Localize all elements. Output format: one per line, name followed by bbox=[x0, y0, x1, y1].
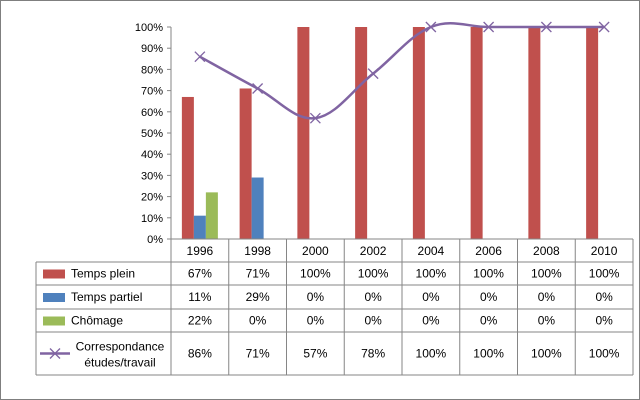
x-marker-stroke bbox=[194, 51, 206, 63]
data-label-temps-plein-2000: 100% bbox=[300, 267, 331, 281]
x-marker-stroke bbox=[483, 21, 495, 33]
data-label-temps-plein-2008: 100% bbox=[531, 267, 562, 281]
line-marker-2002 bbox=[367, 68, 379, 80]
y-tick-label: 0% bbox=[147, 234, 163, 246]
legend-label-correspondance-tudes-travail: Correspondance bbox=[76, 340, 165, 354]
y-tick-label: 70% bbox=[141, 86, 163, 98]
line-marker-1998 bbox=[252, 83, 264, 94]
line-marker-2006 bbox=[483, 21, 495, 33]
y-tick-label: 30% bbox=[141, 170, 163, 182]
category-label-1998: 1998 bbox=[244, 244, 271, 258]
line-marker-2010 bbox=[598, 21, 610, 33]
x-marker-stroke bbox=[425, 21, 437, 33]
data-label-temps-partiel-2008: 0% bbox=[538, 290, 556, 304]
bar-temps-partiel-1998 bbox=[251, 177, 264, 239]
data-label-temps-partiel-2010: 0% bbox=[595, 290, 613, 304]
x-marker-stroke bbox=[598, 21, 610, 33]
line-marker-2000 bbox=[309, 112, 321, 124]
data-label-ch-mage-2006: 0% bbox=[480, 314, 498, 328]
data-label-temps-plein-2004: 100% bbox=[416, 267, 447, 281]
y-tick-label: 80% bbox=[141, 64, 163, 76]
data-label-temps-plein-2010: 100% bbox=[589, 267, 620, 281]
legend-key-ch-mage bbox=[43, 316, 65, 326]
category-label-2006: 2006 bbox=[475, 244, 502, 258]
x-marker-stroke bbox=[367, 68, 379, 80]
data-label-ch-mage-2008: 0% bbox=[538, 314, 556, 328]
y-tick-label: 50% bbox=[141, 128, 163, 140]
bar-temps-plein-1998 bbox=[239, 88, 252, 239]
data-label-correspondance-tudes-travail-2010: 100% bbox=[589, 347, 620, 361]
data-label-temps-plein-1996: 67% bbox=[188, 267, 212, 281]
data-label-ch-mage-2004: 0% bbox=[422, 314, 440, 328]
data-label-correspondance-tudes-travail-1998: 71% bbox=[246, 347, 270, 361]
data-label-ch-mage-1998: 0% bbox=[249, 314, 267, 328]
category-label-2004: 2004 bbox=[418, 244, 445, 258]
data-label-temps-partiel-1996: 11% bbox=[188, 290, 211, 304]
y-tick-label: 20% bbox=[141, 192, 163, 204]
line-marker-2004 bbox=[425, 21, 437, 33]
legend-label-temps-partiel: Temps partiel bbox=[71, 290, 142, 304]
data-label-correspondance-tudes-travail-2006: 100% bbox=[473, 347, 504, 361]
data-label-temps-plein-1998: 71% bbox=[246, 267, 270, 281]
legend-label-ch-mage: Chômage bbox=[71, 314, 123, 328]
bar-ch-mage-1996 bbox=[205, 192, 218, 239]
data-label-temps-partiel-2002: 0% bbox=[364, 290, 382, 304]
y-tick-label: 100% bbox=[135, 22, 163, 34]
category-label-2008: 2008 bbox=[533, 244, 560, 258]
x-marker-stroke bbox=[540, 21, 552, 33]
line-marker-1996 bbox=[194, 51, 206, 63]
data-label-temps-partiel-2006: 0% bbox=[480, 290, 498, 304]
bar-temps-plein-2006 bbox=[470, 27, 483, 239]
y-tick-label: 40% bbox=[141, 149, 163, 161]
category-label-2002: 2002 bbox=[360, 244, 387, 258]
data-label-ch-mage-2002: 0% bbox=[364, 314, 382, 328]
category-label-1996: 1996 bbox=[187, 244, 214, 258]
data-label-correspondance-tudes-travail-2000: 57% bbox=[303, 347, 327, 361]
legend-key-temps-partiel bbox=[43, 293, 65, 302]
line-series-correspondance bbox=[199, 22, 605, 120]
x-marker-stroke bbox=[252, 83, 264, 94]
legend-label-correspondance-tudes-travail: études/travail bbox=[84, 356, 155, 370]
legend-label-temps-plein: Temps plein bbox=[71, 267, 135, 281]
legend-key-marker bbox=[49, 348, 61, 359]
data-label-temps-plein-2006: 100% bbox=[473, 267, 504, 281]
data-label-temps-partiel-2004: 0% bbox=[422, 290, 440, 304]
data-label-ch-mage-2000: 0% bbox=[307, 314, 325, 328]
x-marker-stroke bbox=[309, 112, 321, 124]
data-label-ch-mage-1996: 22% bbox=[188, 314, 212, 328]
y-tick-label: 10% bbox=[141, 213, 163, 225]
legend-key-temps-plein bbox=[43, 269, 65, 279]
category-label-2000: 2000 bbox=[302, 244, 329, 258]
data-label-correspondance-tudes-travail-2002: 78% bbox=[361, 347, 385, 361]
bar-temps-plein-2010 bbox=[586, 27, 599, 239]
y-tick-label: 60% bbox=[141, 107, 163, 119]
category-label-2010: 2010 bbox=[591, 244, 618, 258]
y-tick-label: 90% bbox=[141, 43, 163, 55]
data-label-ch-mage-2010: 0% bbox=[595, 314, 613, 328]
data-label-temps-partiel-2000: 0% bbox=[307, 290, 325, 304]
data-label-correspondance-tudes-travail-2004: 100% bbox=[416, 347, 447, 361]
bar-temps-plein-2000 bbox=[297, 27, 310, 239]
bar-temps-plein-2004 bbox=[412, 27, 425, 239]
line-marker-2008 bbox=[540, 21, 552, 33]
data-label-correspondance-tudes-travail-1996: 86% bbox=[188, 347, 212, 361]
data-label-temps-partiel-1998: 29% bbox=[246, 290, 270, 304]
data-label-temps-plein-2002: 100% bbox=[358, 267, 389, 281]
bar-temps-plein-2002 bbox=[355, 27, 368, 239]
bar-temps-partiel-1996 bbox=[193, 215, 206, 239]
data-label-correspondance-tudes-travail-2008: 100% bbox=[531, 347, 562, 361]
bar-temps-plein-2008 bbox=[528, 27, 541, 239]
bar-temps-plein-1996 bbox=[181, 96, 194, 240]
